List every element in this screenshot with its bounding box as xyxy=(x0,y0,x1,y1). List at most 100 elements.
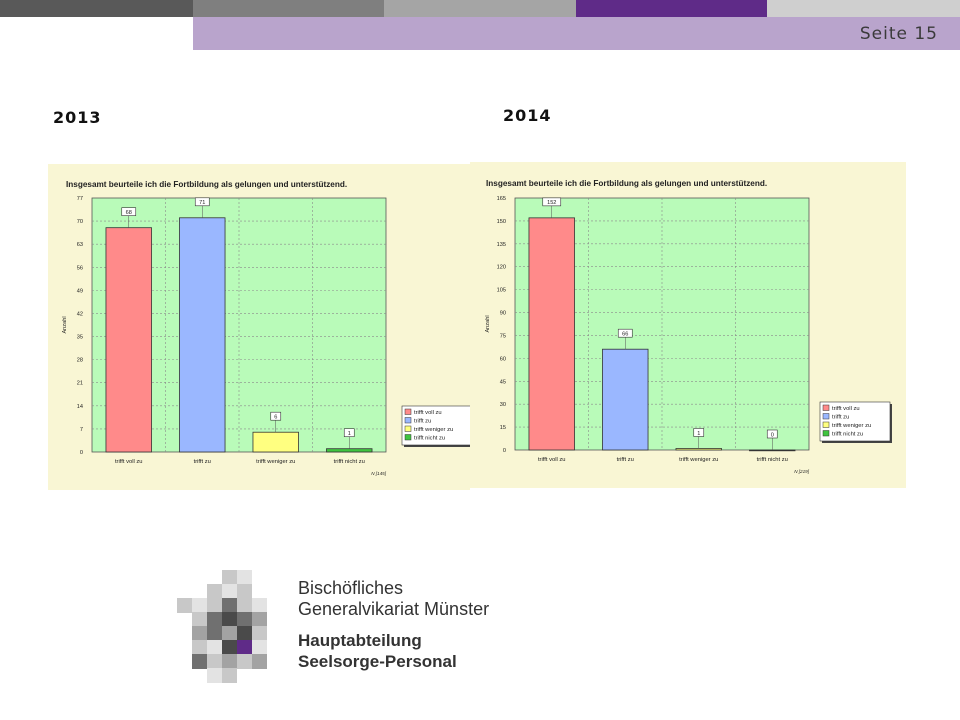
data-label-box xyxy=(194,197,210,207)
chart-2013: Insgesamt beurteile ich die Fortbildung … xyxy=(48,164,470,490)
data-label: 1 xyxy=(697,431,700,437)
logo-square xyxy=(252,612,267,627)
logo-square xyxy=(192,654,207,669)
bar-trifft-voll-zu xyxy=(528,217,575,451)
chart-title: Insgesamt beurteile ich die Fortbildung … xyxy=(66,180,347,189)
y-tick-label: 7 xyxy=(80,427,83,433)
chart-title: Insgesamt beurteile ich die Fortbildung … xyxy=(486,179,767,188)
x-tick-label: trifft voll zu xyxy=(115,459,143,465)
logo-square xyxy=(222,584,237,599)
y-tick-label: 35 xyxy=(77,335,83,341)
x-tick-label: trifft voll zu xyxy=(538,457,566,463)
y-tick-label: 0 xyxy=(503,448,506,454)
bar-trifft-zu xyxy=(179,217,226,453)
y-axis-label: Anzahl xyxy=(485,315,491,332)
logo-square xyxy=(192,640,207,655)
logo-square xyxy=(207,626,222,641)
bar-trifft-nicht-zu xyxy=(749,449,796,452)
data-label-box xyxy=(542,197,562,207)
logo-square xyxy=(237,612,252,627)
y-tick-label: 21 xyxy=(77,381,83,387)
data-label-box xyxy=(693,428,705,437)
data-label-box xyxy=(766,429,778,439)
data-label: 0 xyxy=(771,432,774,438)
y-axis-label: Anzahl xyxy=(62,316,68,333)
legend-swatch xyxy=(822,404,830,411)
y-tick-label: 75 xyxy=(500,333,506,339)
data-label: 66 xyxy=(622,332,628,338)
logo-square xyxy=(237,570,252,585)
legend: trifft voll zu trifft zu trifft weniger zu… xyxy=(401,405,470,447)
x-tick-label: trifft weniger zu xyxy=(256,459,295,465)
logo-square xyxy=(222,654,237,669)
data-label: 71 xyxy=(199,200,205,206)
data-label: 152 xyxy=(547,200,556,206)
x-tick-label: trifft weniger zu xyxy=(679,457,718,463)
data-label: 68 xyxy=(126,210,132,216)
y-tick-label: 150 xyxy=(497,219,506,225)
bar-trifft-weniger-zu xyxy=(252,431,299,453)
x-tick-label: trifft nicht zu xyxy=(757,457,788,463)
logo-square xyxy=(207,668,222,683)
chart-2014: Insgesamt beurteile ich die Fortbildung … xyxy=(470,162,906,488)
y-tick-label: 135 xyxy=(497,242,506,248)
org-name-line-2: Generalvikariat Münster xyxy=(298,599,490,619)
legend-swatch xyxy=(822,413,830,420)
organization-block: Bischöfliches Generalvikariat Münster Ha… xyxy=(298,578,489,672)
y-tick-label: 165 xyxy=(497,196,506,202)
logo-square xyxy=(222,612,237,627)
year-label-2014: 2014 xyxy=(503,106,552,125)
logo-square xyxy=(237,598,252,613)
y-tick-label: 105 xyxy=(497,288,506,294)
y-tick-label: 45 xyxy=(500,379,506,385)
y-tick-label: 30 xyxy=(500,402,506,408)
data-label-box xyxy=(270,411,282,421)
department-line-1: Hauptabteilung xyxy=(298,631,422,650)
legend-swatch xyxy=(404,417,412,424)
y-tick-label: 70 xyxy=(77,219,83,225)
y-tick-label: 49 xyxy=(77,288,83,294)
bar-trifft-nicht-zu xyxy=(326,448,373,453)
y-tick-label: 28 xyxy=(77,358,83,364)
bar-trifft-weniger-zu xyxy=(675,448,722,451)
diocese-logo xyxy=(177,570,277,683)
data-label-box xyxy=(617,328,633,338)
header-band xyxy=(193,17,960,50)
chart-2013-svg: Insgesamt beurteile ich die Fortbildung … xyxy=(62,180,470,476)
legend-swatch xyxy=(404,425,412,432)
y-tick-label: 56 xyxy=(77,265,83,271)
logo-square xyxy=(252,626,267,641)
legend: trifft voll zu trifft zu trifft weniger zu… xyxy=(819,401,892,443)
legend-box xyxy=(819,401,891,442)
legend-swatch xyxy=(404,408,412,415)
logo-square xyxy=(252,598,267,613)
logo-square xyxy=(207,640,222,655)
legend-swatch xyxy=(404,434,412,441)
chart-2014-svg: Insgesamt beurteile ich die Fortbildung … xyxy=(485,179,892,474)
year-label-2013: 2013 xyxy=(53,108,102,127)
logo-square xyxy=(237,654,252,669)
legend-entry: trifft weniger zu xyxy=(414,427,453,433)
top-bar-segment-4 xyxy=(576,0,767,17)
data-label: 1 xyxy=(348,431,351,437)
data-label-box xyxy=(121,207,137,216)
logo-square xyxy=(192,598,207,613)
y-tick-label: 42 xyxy=(77,311,83,317)
top-bar-segment-3 xyxy=(384,0,576,17)
logo-square xyxy=(222,640,237,655)
page-number: Seite 15 xyxy=(859,24,938,44)
logo-square xyxy=(252,654,267,669)
department-line-2: Seelsorge-Personal xyxy=(298,652,457,671)
top-bar-segment-5 xyxy=(767,0,960,17)
bar-trifft-zu xyxy=(602,348,649,451)
logo-square xyxy=(177,598,192,613)
logo-square xyxy=(192,626,207,641)
y-tick-label: 90 xyxy=(500,311,506,317)
bar-trifft-voll-zu xyxy=(105,227,152,453)
logo-square xyxy=(222,668,237,683)
y-tick-label: 63 xyxy=(77,242,83,248)
y-tick-label: 120 xyxy=(497,265,506,271)
logo-square xyxy=(207,584,222,599)
n-count-label: N [219] xyxy=(794,469,810,474)
top-bar-segment-1 xyxy=(0,0,193,17)
